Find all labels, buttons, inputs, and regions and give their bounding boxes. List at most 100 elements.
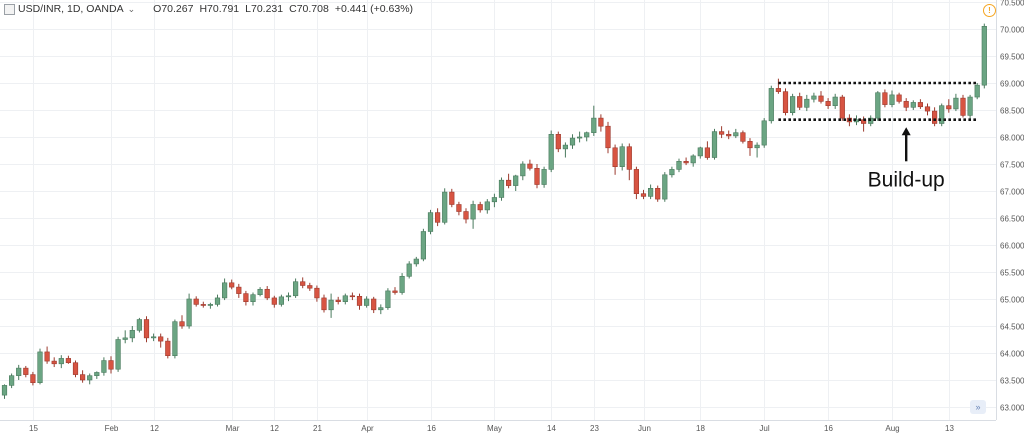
candle-body [328, 299, 334, 311]
candle [385, 288, 391, 310]
candle [569, 134, 576, 149]
candle-body [385, 290, 391, 308]
candle [214, 294, 221, 307]
candle-body [363, 298, 370, 306]
chevron-down-icon[interactable]: ⌄ [127, 3, 136, 14]
candle-body [399, 276, 405, 293]
open-value: O70.267 [153, 3, 194, 15]
candle [427, 209, 434, 235]
change-value: +0.441 (+0.63%) [334, 3, 414, 15]
candle-body [626, 146, 632, 170]
candle-body [541, 169, 547, 185]
candle [797, 92, 803, 110]
candle-body [378, 307, 384, 311]
symbol-label[interactable]: USD/INR, 1D, OANDA [18, 3, 124, 15]
collapse-icon[interactable] [4, 3, 15, 15]
candle-body [87, 375, 93, 381]
candle-body [924, 106, 931, 112]
alert-icon[interactable]: ! [983, 4, 996, 17]
candle-body [981, 25, 987, 86]
x-tick-label: 14 [547, 424, 556, 433]
candle-body [832, 96, 838, 106]
candle [953, 93, 959, 112]
candle-body [889, 94, 895, 105]
candle [292, 278, 299, 298]
candle-body [321, 297, 327, 311]
candle [882, 89, 888, 108]
candle-body [974, 84, 980, 98]
x-tick-label: May [487, 424, 502, 433]
candle [470, 200, 476, 229]
candle-body [44, 351, 50, 362]
candle [555, 131, 561, 153]
candle-body [101, 360, 107, 373]
x-tick-label: 18 [696, 424, 705, 433]
candle [108, 356, 114, 374]
candle [371, 296, 377, 314]
candle [647, 184, 654, 200]
candle-body [314, 287, 320, 299]
candle [200, 301, 206, 308]
candle-body [456, 204, 462, 212]
candle-body [129, 330, 135, 339]
candle-body [300, 281, 306, 286]
candle [974, 83, 980, 100]
candle-body [882, 92, 888, 105]
y-tick-label: 66.000 [1000, 242, 1024, 251]
candle [51, 357, 57, 368]
candle [87, 373, 93, 385]
candle-body [292, 281, 299, 297]
candle-body [683, 161, 689, 164]
candle [122, 330, 128, 344]
y-tick-label: 67.000 [1000, 188, 1024, 197]
candle-body [754, 144, 760, 149]
candle [151, 333, 157, 342]
candle [335, 296, 341, 305]
candle-body [534, 168, 540, 185]
candle-body [122, 337, 128, 340]
candle [541, 166, 547, 188]
candle [747, 138, 753, 156]
candle-body [94, 372, 100, 376]
candle [726, 130, 732, 140]
y-tick-label: 68.000 [1000, 134, 1024, 143]
candle [967, 94, 973, 119]
candle-body [158, 336, 164, 342]
x-tick-label: Apr [361, 424, 374, 433]
scroll-to-realtime-icon[interactable]: » [970, 400, 986, 414]
candle-body [896, 94, 902, 102]
candle-body [718, 131, 725, 135]
candle [520, 161, 526, 181]
legend-header: USD/INR, 1D, OANDA ⌄ O70.267 H70.791 L70… [0, 0, 419, 18]
candle-body [115, 339, 121, 370]
y-tick-label: 67.500 [1000, 161, 1024, 170]
candle-body [555, 134, 561, 150]
candle [839, 94, 845, 121]
x-tick-label: 12 [270, 424, 279, 433]
candle-body [633, 169, 639, 194]
candle-body [143, 319, 150, 339]
close-value: C70.708 [289, 3, 329, 15]
candle [186, 293, 192, 329]
candle [669, 166, 675, 178]
candle-body [222, 282, 228, 299]
candle-body [733, 132, 739, 137]
candle [875, 91, 881, 121]
candle [605, 121, 611, 154]
candle [981, 23, 987, 89]
candle [179, 315, 185, 329]
candle-body [740, 132, 746, 142]
candle [406, 261, 412, 279]
candle-body [726, 134, 732, 137]
candle [576, 131, 583, 143]
candle [172, 319, 178, 359]
candle [584, 131, 590, 142]
candle [591, 105, 597, 136]
candle-body [243, 293, 249, 303]
candle-body [80, 374, 86, 381]
candle [58, 355, 64, 369]
candle-body [953, 97, 959, 110]
y-tick-label: 69.000 [1000, 80, 1024, 89]
